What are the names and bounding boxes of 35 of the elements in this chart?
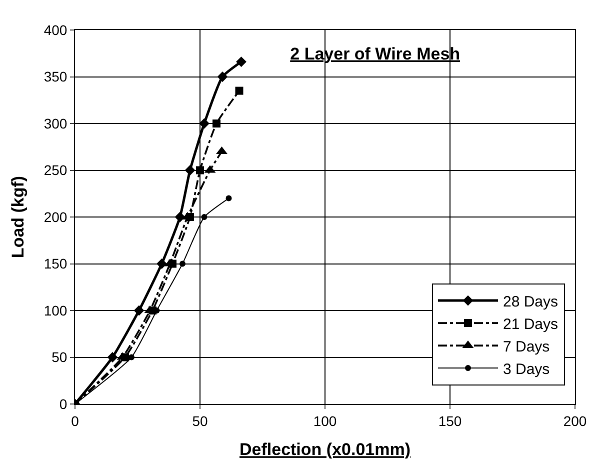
point xyxy=(199,118,210,129)
y-tick-label: 250 xyxy=(44,162,68,178)
y-tick-label: 400 xyxy=(44,22,68,38)
legend-label: 3 Days xyxy=(503,360,550,378)
y-tick-label: 0 xyxy=(59,396,68,412)
point xyxy=(196,166,204,174)
x-tick-label: 100 xyxy=(313,412,337,429)
x-tick-label: 50 xyxy=(192,412,208,429)
point xyxy=(156,258,167,269)
y-tick-label: 50 xyxy=(52,349,68,366)
x-tick-label: 200 xyxy=(563,412,587,429)
y-axis-title: Load (kgf) xyxy=(8,176,28,258)
point xyxy=(107,352,118,362)
y-tick-label: 200 xyxy=(44,208,68,225)
y-tick-label: 100 xyxy=(44,302,68,318)
x-axis-title: Deflection (x0.01mm) xyxy=(240,440,410,460)
point xyxy=(201,214,208,220)
point xyxy=(134,305,144,316)
x-tick-label: 0 xyxy=(71,412,80,429)
y-tick-label: 150 xyxy=(44,256,68,272)
point xyxy=(217,72,228,82)
y-tick-label: 350 xyxy=(44,68,68,85)
legend-label: 21 Days xyxy=(503,316,558,333)
point xyxy=(235,86,244,95)
point xyxy=(212,120,220,128)
point xyxy=(174,212,186,222)
point xyxy=(184,165,196,176)
legend-label: 28 Days xyxy=(503,293,558,310)
point xyxy=(180,260,186,267)
legend-label: 7 Days xyxy=(503,338,550,356)
point xyxy=(226,195,232,202)
y-tick-label: 300 xyxy=(44,115,68,132)
x-tick-label: 150 xyxy=(438,412,462,429)
point xyxy=(128,354,134,360)
point xyxy=(236,56,246,67)
